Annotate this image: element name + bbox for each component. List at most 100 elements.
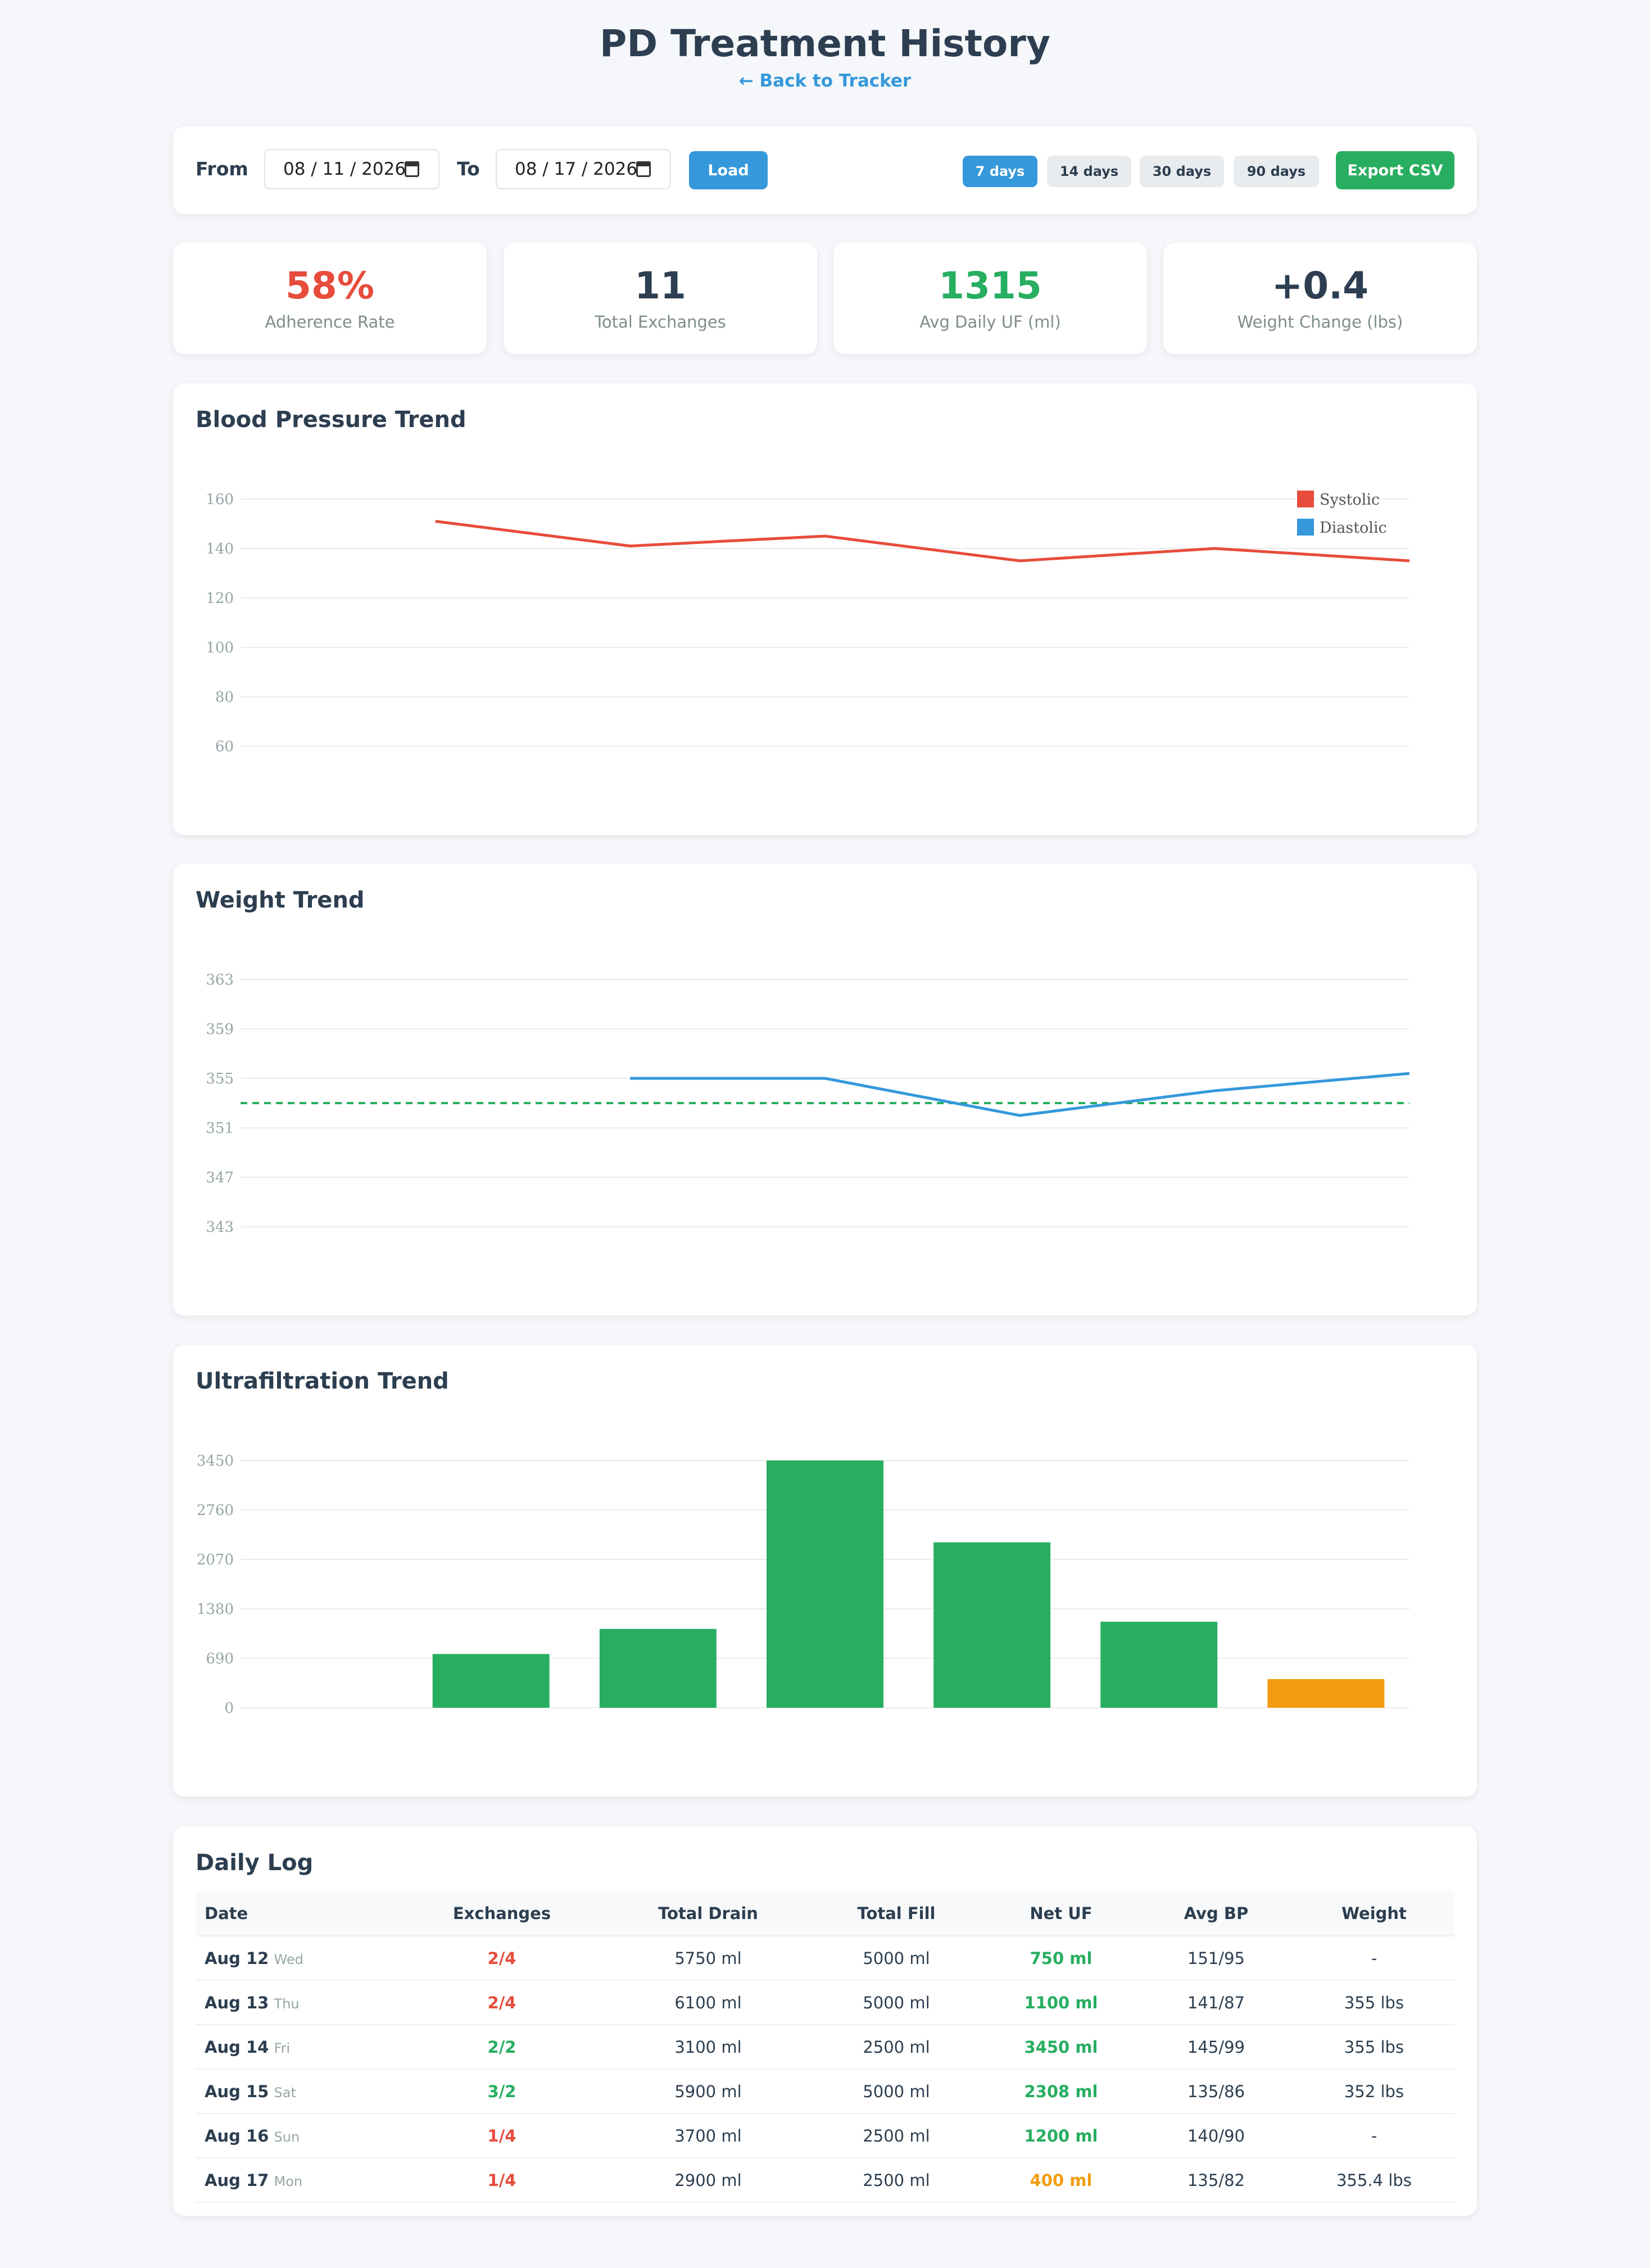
drain-cell: 3700 ml xyxy=(607,2113,809,2158)
y-tick-label: 2760 xyxy=(197,1502,234,1519)
uf-trend-card: Ultrafiltration Trend 0 690 1380 2070 2760 34… xyxy=(173,1345,1477,1797)
date-cell: Aug 13 Thu xyxy=(196,1980,397,2025)
drain-cell: 5750 ml xyxy=(607,1936,809,1981)
date-cell: Aug 16 Sun xyxy=(196,2113,397,2158)
table-header-row: Date Exchanges Total Drain Total Fill Ne… xyxy=(196,1891,1454,1936)
exchanges-cell: 1/4 xyxy=(397,2113,607,2158)
avg-bp-cell: 151/95 xyxy=(1139,1936,1294,1981)
stat-value: 1315 xyxy=(939,264,1042,307)
weight-trend-card: Weight Trend 343 347 351 355 359 363 xyxy=(173,864,1477,1316)
date-value: Aug 12 xyxy=(205,1948,269,1968)
stat-value: 58% xyxy=(285,264,374,307)
weight-cell: 355.4 lbs xyxy=(1294,2158,1454,2203)
y-tick-label: 355 xyxy=(206,1071,234,1087)
drain-cell: 6100 ml xyxy=(607,1980,809,2025)
stat-value: +0.4 xyxy=(1271,264,1369,307)
back-to-tracker-link[interactable]: ← Back to Tracker xyxy=(738,71,912,91)
date-value: Aug 13 xyxy=(205,1993,269,2012)
fill-cell: 5000 ml xyxy=(809,2069,983,2114)
calendar-icon[interactable] xyxy=(636,161,651,177)
day-value: Sat xyxy=(274,2084,296,2101)
table-row: Aug 12 Wed 2/4 5750 ml 5000 ml 750 ml 151/95- xyxy=(196,1936,1454,1981)
table-row: Aug 16 Sun 1/4 3700 ml 2500 ml 1200 ml 140/90… xyxy=(196,2113,1454,2158)
uf-bar xyxy=(767,1460,883,1708)
y-tick-label: 0 xyxy=(224,1700,234,1717)
y-tick-label: 2070 xyxy=(197,1552,234,1568)
weight-cell: - xyxy=(1294,1936,1454,1981)
from-date-input[interactable]: 08 / 11 / 2026 xyxy=(264,149,439,189)
net-uf-cell: 3450 ml xyxy=(983,2025,1139,2070)
fill-cell: 2500 ml xyxy=(809,2025,983,2070)
y-tick-label: 351 xyxy=(206,1120,234,1137)
stat-card-adherence: 58% Adherence Rate xyxy=(173,243,487,354)
y-tick-label: 160 xyxy=(206,491,234,508)
page-title: PD Treatment History xyxy=(600,22,1050,65)
weight-cell: 355 lbs xyxy=(1294,1980,1454,2025)
y-tick-label: 140 xyxy=(206,541,234,557)
weight-cell: 352 lbs xyxy=(1294,2069,1454,2114)
day-value: Mon xyxy=(274,2173,303,2189)
y-tick-label: 363 xyxy=(206,972,234,988)
avg-bp-cell: 135/82 xyxy=(1139,2158,1294,2203)
fill-cell: 5000 ml xyxy=(809,1980,983,2025)
y-tick-label: 359 xyxy=(206,1021,234,1038)
weight-line xyxy=(630,1072,1410,1117)
net-uf-cell: 400 ml xyxy=(983,2158,1139,2203)
export-csv-button[interactable]: Export CSV xyxy=(1336,151,1454,189)
stat-card-exchanges: 11 Total Exchanges xyxy=(504,243,817,354)
day-value: Thu xyxy=(274,1995,300,2012)
y-tick-label: 1380 xyxy=(197,1601,234,1618)
y-tick-label: 80 xyxy=(215,689,234,706)
stat-label: Avg Daily UF (ml) xyxy=(919,312,1061,332)
col-date: Date xyxy=(196,1891,397,1936)
load-button[interactable]: Load xyxy=(689,151,768,189)
date-value: Aug 14 xyxy=(205,2037,269,2057)
exchanges-cell: 2/2 xyxy=(397,2025,607,2070)
fill-cell: 2500 ml xyxy=(809,2158,983,2203)
day-value: Fri xyxy=(274,2040,291,2056)
day-value: Wed xyxy=(274,1951,303,1967)
y-tick-label: 120 xyxy=(206,590,234,607)
table-row: Aug 13 Thu 2/4 6100 ml 5000 ml 1100 ml 141/87… xyxy=(196,1980,1454,2025)
avg-bp-cell: 135/86 xyxy=(1139,2069,1294,2114)
daily-log-table: Date Exchanges Total Drain Total Fill Ne… xyxy=(196,1891,1454,2203)
to-date-input[interactable]: 08 / 17 / 2026 xyxy=(496,149,671,189)
range-7-days-button[interactable]: 7 days xyxy=(963,156,1037,187)
range-14-days-button[interactable]: 14 days xyxy=(1047,156,1131,187)
col-net-uf: Net UF xyxy=(983,1891,1139,1936)
date-cell: Aug 17 Mon xyxy=(196,2158,397,2203)
date-value: Aug 16 xyxy=(205,2126,269,2145)
y-tick-label: 690 xyxy=(206,1650,234,1667)
daily-log-title: Daily Log xyxy=(196,1850,314,1876)
stat-label: Weight Change (lbs) xyxy=(1237,312,1403,332)
date-value: Aug 17 xyxy=(205,2170,269,2190)
range-30-days-button[interactable]: 30 days xyxy=(1140,156,1224,187)
range-90-days-button[interactable]: 90 days xyxy=(1234,156,1319,187)
weight-cell: - xyxy=(1294,2113,1454,2158)
exchanges-cell: 1/4 xyxy=(397,2158,607,2203)
col-exchanges: Exchanges xyxy=(397,1891,607,1936)
uf-chart-title: Ultrafiltration Trend xyxy=(196,1368,449,1394)
from-date-value: 08 / 11 / 2026 xyxy=(283,159,406,179)
col-weight: Weight xyxy=(1294,1891,1454,1936)
date-cell: Aug 14 Fri xyxy=(196,2025,397,2070)
net-uf-cell: 750 ml xyxy=(983,1936,1139,1981)
calendar-icon[interactable] xyxy=(405,161,419,177)
drain-cell: 2900 ml xyxy=(607,2158,809,2203)
day-value: Sun xyxy=(274,2129,300,2145)
exchanges-cell: 2/4 xyxy=(397,1936,607,1981)
y-tick-label: 100 xyxy=(206,639,234,656)
stat-card-weight-change: +0.4 Weight Change (lbs) xyxy=(1163,243,1477,354)
uf-bar xyxy=(933,1542,1051,1708)
drain-cell: 3100 ml xyxy=(607,2025,809,2070)
stat-card-avg-uf: 1315 Avg Daily UF (ml) xyxy=(833,243,1147,354)
net-uf-cell: 1100 ml xyxy=(983,1980,1139,2025)
stat-label: Total Exchanges xyxy=(595,312,726,332)
uf-bar xyxy=(599,1629,717,1708)
table-row: Aug 14 Fri 2/2 3100 ml 2500 ml 3450 ml 145/99… xyxy=(196,2025,1454,2070)
y-tick-label: 3450 xyxy=(197,1453,234,1469)
drain-cell: 5900 ml xyxy=(607,2069,809,2114)
date-range-controls: From 08 / 11 / 2026 To 08 / 17 / 2026 Lo… xyxy=(173,126,1477,214)
fill-cell: 2500 ml xyxy=(809,2113,983,2158)
exchanges-cell: 3/2 xyxy=(397,2069,607,2114)
